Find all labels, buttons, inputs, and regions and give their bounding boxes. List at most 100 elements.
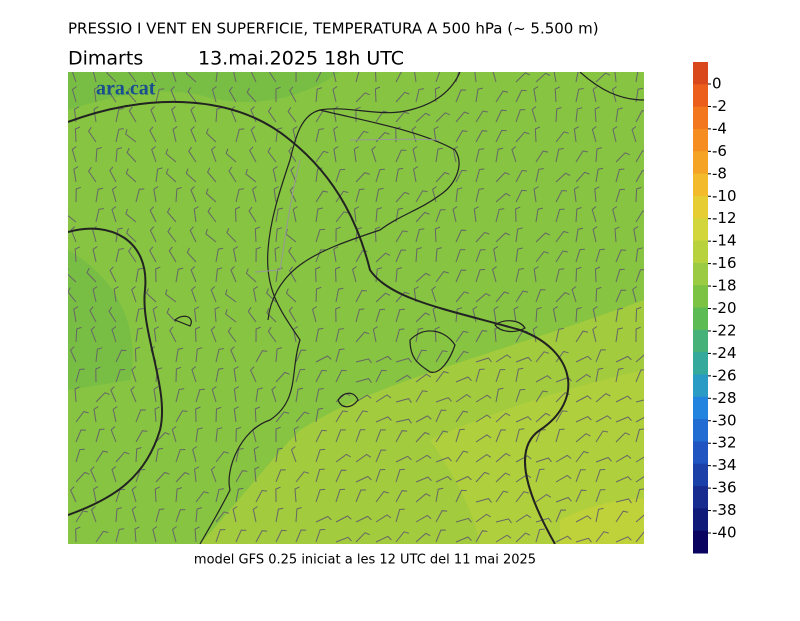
wind-barb	[315, 128, 325, 143]
wind-barb	[595, 392, 611, 403]
wind-barb	[315, 249, 326, 263]
wind-barb	[211, 146, 217, 163]
wind-barb	[435, 456, 452, 463]
wind-barb	[413, 166, 419, 183]
wind-barb	[135, 267, 144, 283]
wind-barb	[125, 208, 137, 223]
colorbar-label: -10	[712, 187, 737, 205]
wind-barb	[515, 416, 532, 423]
wind-barb	[115, 349, 127, 363]
wind-barb	[395, 249, 407, 263]
wind-barb	[233, 386, 240, 403]
wind-barb	[95, 187, 104, 203]
wind-barb	[555, 535, 572, 543]
wind-barb	[575, 307, 582, 323]
wind-barb	[207, 167, 217, 183]
colorbar-label: -24	[712, 344, 737, 362]
wind-barb	[155, 447, 164, 463]
wind-barb	[332, 86, 338, 103]
wind-barb	[355, 410, 368, 423]
wind-barb	[149, 226, 157, 243]
wind-barb	[435, 147, 444, 163]
wind-barb	[215, 427, 223, 443]
wind-barb	[535, 251, 549, 263]
colorbar-label: 0	[712, 75, 722, 93]
wind-barb	[633, 226, 639, 243]
wind-barb	[195, 427, 203, 443]
wind-barb	[290, 166, 297, 183]
wind-barb	[592, 306, 598, 323]
wind-barb	[575, 150, 588, 163]
wind-barb	[246, 87, 257, 103]
wind-barb	[433, 126, 439, 143]
wind-barb	[126, 228, 137, 243]
wind-barb	[335, 190, 349, 203]
wind-barb	[225, 148, 237, 163]
wind-barb	[170, 86, 177, 103]
wind-barb	[194, 326, 201, 343]
wind-barb	[111, 466, 117, 483]
wind-barb	[395, 167, 404, 183]
wind-barb	[255, 530, 268, 543]
wind-barb	[575, 433, 591, 443]
wind-barb	[205, 188, 217, 203]
wind-barb	[289, 186, 297, 203]
wind-barb	[475, 530, 488, 543]
temperature-band	[68, 250, 133, 390]
wind-barb	[575, 227, 584, 243]
wind-barb	[635, 110, 644, 123]
colorbar-label: -6	[712, 142, 727, 160]
wind-barb	[592, 226, 598, 243]
colorbar-segment	[693, 530, 708, 554]
wind-barb	[475, 368, 485, 383]
wind-barb	[615, 395, 632, 403]
wind-barb	[595, 456, 612, 463]
wind-barb	[495, 208, 505, 223]
colorbar-segment	[693, 374, 708, 398]
coastlines	[173, 72, 644, 544]
wind-barb	[535, 390, 548, 403]
wind-barb	[315, 355, 332, 363]
wind-barb	[131, 486, 137, 503]
wind-barb	[355, 429, 366, 443]
wind-barb	[554, 86, 561, 103]
wind-barb	[335, 168, 346, 183]
wind-barb	[295, 529, 307, 543]
wind-barb	[92, 286, 98, 303]
wind-barb	[575, 330, 589, 343]
wind-barb	[335, 348, 345, 363]
wind-barb	[215, 247, 224, 263]
wind-barb	[635, 399, 644, 403]
wind-barb	[166, 207, 177, 223]
wind-barb	[315, 286, 322, 303]
wind-barb	[315, 327, 324, 343]
wind-barb	[171, 426, 177, 443]
wind-barb	[475, 453, 492, 463]
wind-barb	[575, 489, 587, 503]
wind-barb	[533, 266, 539, 283]
wind-barb	[395, 72, 402, 83]
wind-barb	[375, 131, 390, 143]
colorbar-label: -26	[712, 366, 737, 384]
wind-barb	[154, 406, 160, 423]
wind-barb	[595, 531, 609, 543]
wind-barb	[190, 266, 197, 283]
wind-barb	[333, 126, 339, 143]
wind-barb	[288, 266, 297, 283]
wind-barb	[215, 107, 222, 123]
wind-barb	[172, 72, 177, 83]
wind-barb	[226, 227, 237, 243]
wind-barb	[455, 393, 472, 403]
wind-barb	[635, 72, 639, 83]
wind-barb	[190, 106, 197, 123]
wind-barb	[293, 426, 299, 443]
wind-barb	[355, 378, 372, 383]
wind-barb	[210, 286, 217, 303]
wind-barb	[395, 468, 406, 483]
wind-barb	[493, 246, 499, 263]
wind-barb	[614, 72, 617, 83]
wind-barb	[635, 269, 644, 283]
wind-barb	[475, 130, 488, 143]
wind-barb	[335, 488, 346, 503]
wind-barb	[75, 526, 81, 543]
